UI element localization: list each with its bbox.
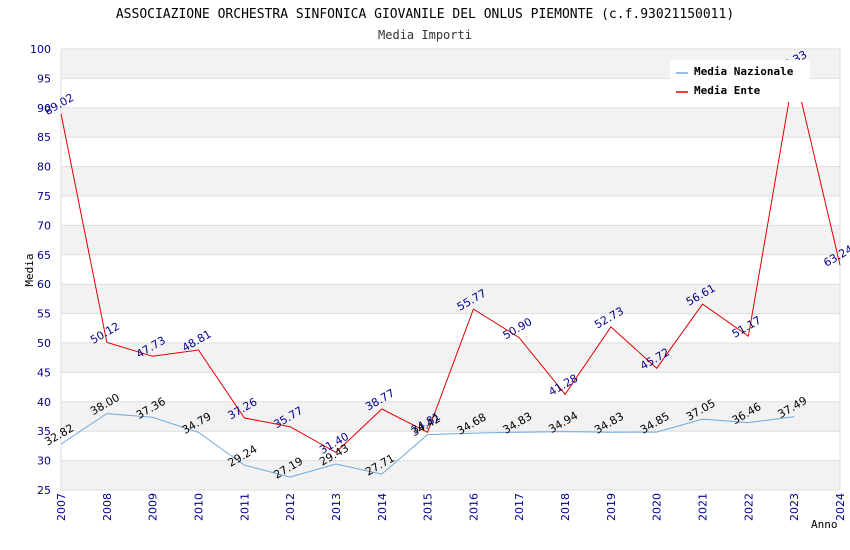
series-line-media-nazionale <box>60 413 795 478</box>
y-tick-label: 95 <box>37 72 51 85</box>
legend-label-media-ente: Media Ente <box>694 84 761 97</box>
y-tick-label: 65 <box>37 249 51 262</box>
y-tick-label: 85 <box>37 131 51 144</box>
x-tick-label: 2010 <box>192 493 205 521</box>
y-tick-label: 35 <box>37 425 51 438</box>
plot-band <box>61 196 840 226</box>
x-tick-label: 2023 <box>788 493 801 521</box>
plot-band <box>61 460 840 490</box>
y-tick-label: 50 <box>37 337 51 350</box>
plot-bands <box>61 49 840 490</box>
y-tick-label: 25 <box>37 484 51 497</box>
y-tick-label: 60 <box>37 278 51 291</box>
y-tick-label: 40 <box>37 396 51 409</box>
x-tick-label: 2021 <box>697 493 710 521</box>
y-tick-label: 55 <box>37 308 51 321</box>
plot-band <box>61 137 840 167</box>
x-tick-label: 2022 <box>742 493 755 521</box>
plot-band <box>61 372 840 402</box>
legend-background <box>670 60 810 102</box>
x-tick-label: 2024 <box>834 493 847 521</box>
x-axis-ticks: 2007 2008 2009 2010 2011 2012 2013 2014 2015 2016… <box>55 493 847 521</box>
y-axis-ticks: 25 30 35 40 45 50 55 60 65 70 75 80 85 90 95 100 <box>30 43 51 497</box>
y-tick-label: 80 <box>37 161 51 174</box>
plot-band <box>61 313 840 343</box>
x-tick-label: 2009 <box>147 493 160 521</box>
plot-band <box>61 343 840 373</box>
plot-band <box>61 166 840 196</box>
plot-band <box>61 254 840 285</box>
x-tick-label: 2020 <box>651 493 664 521</box>
x-tick-label: 2008 <box>101 493 114 521</box>
y-tick-label: 70 <box>37 219 51 232</box>
chart-title: ASSOCIAZIONE ORCHESTRA SINFONICA GIOVANI… <box>116 7 734 22</box>
legend: Media Nazionale Media Ente <box>670 60 810 102</box>
y-tick-label: 75 <box>37 190 51 203</box>
plot-band <box>61 107 840 138</box>
y-axis-label: Media <box>23 253 36 286</box>
plot-band <box>61 431 840 461</box>
y-tick-label: 100 <box>30 43 51 56</box>
x-tick-label: 2014 <box>376 493 389 521</box>
grid-lines <box>60 48 841 491</box>
x-tick-label: 2011 <box>238 493 251 521</box>
y-tick-label: 30 <box>37 455 51 468</box>
x-tick-label: 2015 <box>422 493 435 521</box>
x-axis-label: Anno <box>811 518 838 531</box>
series-line-media-ente <box>60 70 841 454</box>
x-tick-label: 2013 <box>330 493 343 521</box>
x-tick-label: 2012 <box>284 493 297 521</box>
x-tick-label: 2019 <box>605 493 618 521</box>
plot-band <box>61 225 840 255</box>
y-tick-label: 45 <box>37 366 51 379</box>
series-lines <box>60 70 841 478</box>
x-tick-label: 2017 <box>513 493 526 521</box>
x-tick-label: 2007 <box>55 493 68 521</box>
plot-band <box>61 284 840 314</box>
chart-subtitle: Media Importi <box>378 28 472 42</box>
legend-label-media-nazionale: Media Nazionale <box>694 65 794 78</box>
plot-band <box>61 401 840 432</box>
y-tick-label: 90 <box>37 102 51 115</box>
x-tick-label: 2016 <box>467 493 480 521</box>
x-tick-label: 2018 <box>559 493 572 521</box>
